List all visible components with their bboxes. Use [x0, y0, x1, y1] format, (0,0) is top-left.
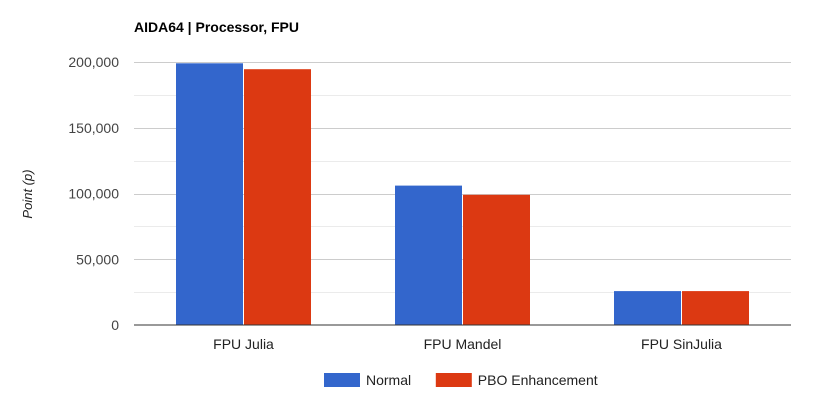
x-category-label: FPU Mandel	[424, 336, 502, 352]
legend: Normal PBO Enhancement	[324, 372, 598, 388]
chart-title: AIDA64 | Processor, FPU	[134, 19, 299, 35]
y-tick-label: 200,000	[68, 54, 119, 70]
legend-swatch-pbo-enhancement	[435, 373, 472, 387]
legend-label: Normal	[366, 372, 411, 388]
y-axis-label: Point (p)	[20, 169, 35, 218]
legend-label: PBO Enhancement	[478, 372, 598, 388]
grid-layer	[134, 62, 791, 293]
bars	[176, 63, 749, 326]
bar-normal	[614, 291, 681, 325]
x-axis-categories: FPU Julia FPU Mandel FPU SinJulia	[213, 336, 722, 352]
y-tick-label: 50,000	[76, 251, 119, 267]
y-tick-label: 150,000	[68, 120, 119, 136]
y-tick-label: 0	[111, 317, 119, 333]
bar-pbo-enhancement	[244, 69, 311, 325]
y-axis-ticks: 0 50,000 100,000 150,000 200,000	[68, 54, 119, 333]
bar-pbo-enhancement	[682, 291, 749, 325]
bar-pbo-enhancement	[463, 194, 530, 325]
x-category-label: FPU SinJulia	[641, 336, 722, 352]
x-category-label: FPU Julia	[213, 336, 274, 352]
bar-normal	[395, 185, 462, 325]
legend-swatch-normal	[324, 373, 360, 387]
y-tick-label: 100,000	[68, 186, 119, 202]
bar-normal	[176, 63, 243, 326]
